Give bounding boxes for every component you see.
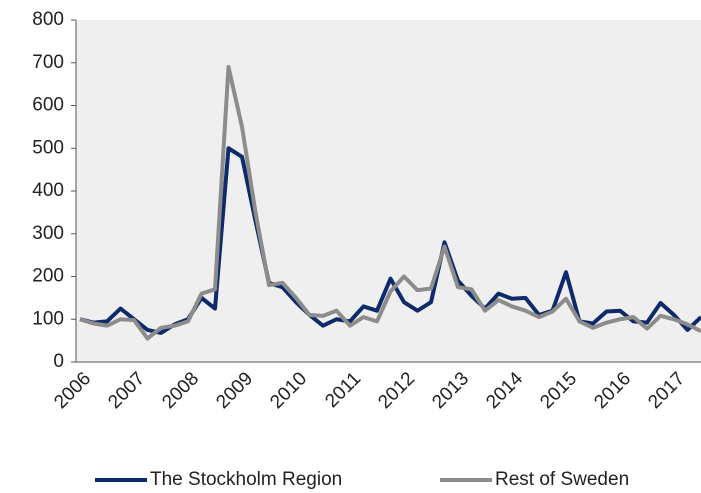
- y-tick-label: 200: [32, 266, 64, 287]
- y-tick-label: 400: [32, 180, 64, 201]
- x-tick-label: 2008: [158, 368, 203, 413]
- x-tick-label: 2012: [374, 368, 419, 413]
- legend-label: The Stockholm Region: [150, 469, 342, 490]
- y-tick-label: 300: [32, 223, 64, 244]
- y-tick-label: 0: [53, 351, 64, 372]
- y-tick-label: 100: [32, 308, 64, 329]
- series-line: [79, 65, 701, 341]
- y-tick-label: 600: [32, 95, 64, 116]
- y-tick-label: 800: [32, 9, 64, 30]
- legend-label: Rest of Sweden: [495, 469, 629, 490]
- x-tick-label: 2010: [266, 368, 311, 413]
- x-tick-label: 2011: [321, 368, 365, 412]
- plot-area: [76, 20, 701, 362]
- x-tick-label: 2013: [428, 368, 473, 413]
- x-tick-label: 2015: [536, 368, 581, 413]
- x-tick-label: 2009: [212, 368, 257, 413]
- x-tick-label: 2017: [644, 368, 689, 413]
- x-tick-label: 2006: [50, 368, 95, 413]
- x-tick-label: 2016: [590, 368, 635, 413]
- y-tick-label: 500: [32, 137, 64, 158]
- x-tick-label: 2014: [482, 368, 527, 413]
- y-tick-label: 700: [32, 52, 64, 73]
- x-tick-label: 2007: [104, 368, 149, 413]
